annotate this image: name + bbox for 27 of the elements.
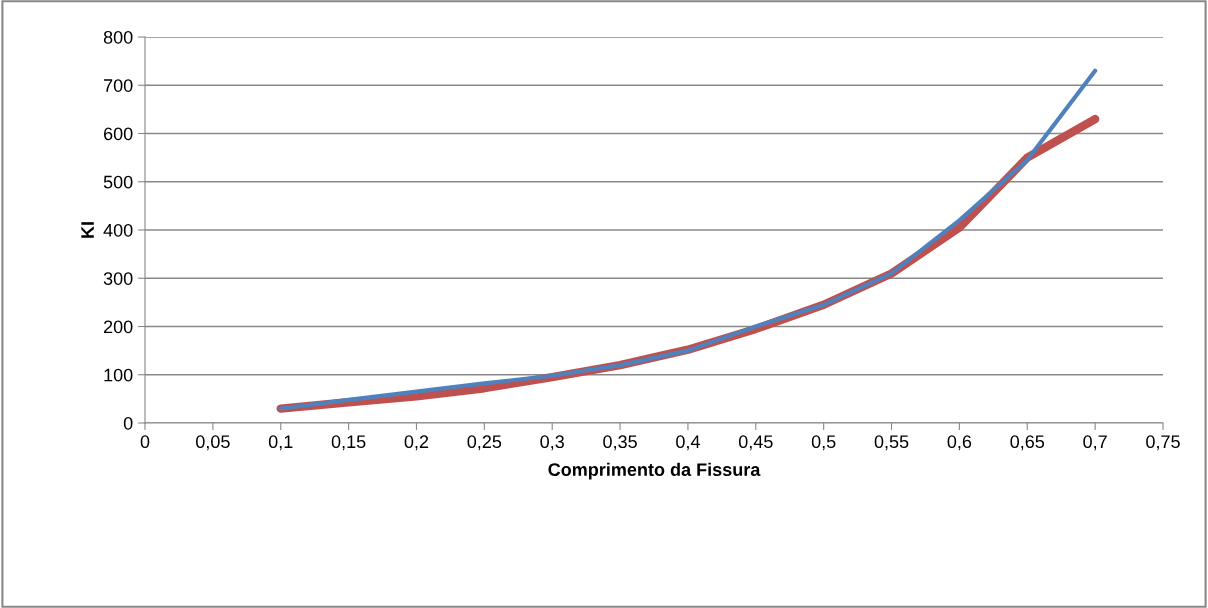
- x-tick-label: 0: [140, 435, 150, 449]
- x-tick-label: 0,7: [1083, 435, 1107, 451]
- x-tick-label: 0,45: [738, 435, 773, 451]
- y-tick-label: 100: [104, 368, 133, 382]
- x-tick-label: 0,1: [268, 435, 293, 451]
- x-tick-label: 0,4: [676, 435, 700, 451]
- x-tick-label: 0,6: [947, 435, 972, 451]
- x-tick-label: 0,2: [404, 435, 429, 451]
- y-axis-title: KI: [81, 222, 94, 238]
- y-tick-label: 0: [123, 416, 133, 430]
- y-tick-label: 400: [103, 223, 133, 237]
- y-tick-label: 700: [104, 79, 133, 92]
- x-tick-label: 0,75: [1146, 435, 1180, 451]
- y-tick-label: 500: [103, 175, 133, 189]
- y-tick-label: 800: [103, 30, 133, 44]
- x-axis-title: Comprimento da Fissura: [548, 462, 761, 480]
- x-tick-label: 0,5: [811, 435, 836, 451]
- y-tick-label: 200: [103, 320, 133, 334]
- y-tick-label: 300: [103, 272, 133, 285]
- y-tick-label: 600: [103, 127, 133, 141]
- x-tick-label: 0,55: [874, 435, 909, 451]
- x-tick-label: 0,35: [603, 435, 637, 451]
- x-tick-label: 0,65: [1010, 435, 1045, 451]
- x-tick-label: 0,3: [540, 435, 564, 451]
- x-tick-label: 0,05: [196, 435, 230, 451]
- x-tick-label: 0,15: [331, 435, 366, 451]
- x-tick-label: 0,25: [467, 435, 502, 451]
